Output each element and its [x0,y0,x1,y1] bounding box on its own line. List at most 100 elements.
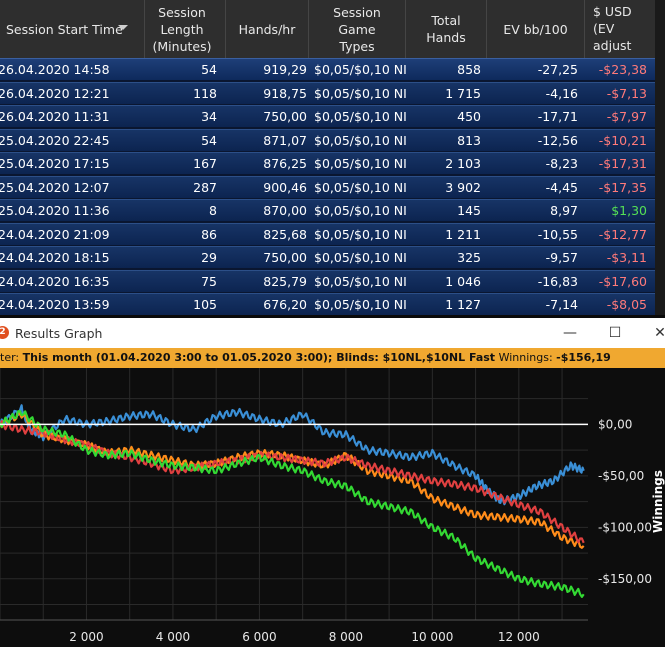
cell-ev-bb100: 8,97 [550,203,578,218]
cell-hands-hr: 900,46 [263,179,307,195]
cell-game-type: $0,05/$0,10 NI [314,297,407,312]
cell-game-type: $0,05/$0,10 NI [314,85,407,101]
y-axis-label: Winnings [651,470,665,533]
y-tick-label: -$50,00 [598,469,644,483]
cell-hands-hr: 870,00 [263,203,307,218]
cell-total-hands: 1 211 [445,226,481,242]
table-row[interactable]: 26.04.2020 14:58 54 919,29 $0,05/$0,10 NI 85… [0,58,665,80]
y-tick-label: -$150,00 [598,572,652,586]
sort-desc-icon[interactable] [118,25,128,30]
x-tick-label: 2 000 [69,630,103,644]
x-tick-label: 4 000 [156,630,190,644]
window-title: Results Graph [15,326,103,341]
cell-start-time: 26.04.2020 12:21 [0,85,110,101]
cell-hands-hr: 871,07 [263,132,307,148]
cell-session-length: 167 [193,156,217,171]
x-tick-label: 6 000 [242,630,276,644]
table-row[interactable]: 26.04.2020 11:31 34 750,00 $0,05/$0,10 NI 45… [0,105,665,127]
cell-start-time: 25.04.2020 11:36 [0,203,110,218]
cell-ev-bb100: -4,16 [545,85,578,101]
cell-hands-hr: 676,20 [263,297,307,312]
cell-start-time: 24.04.2020 21:09 [0,226,110,242]
cell-total-hands: 858 [457,62,481,77]
cell-usd-ev-adjusted: -$3,11 [606,250,647,265]
cell-ev-bb100: -27,25 [537,62,578,77]
cell-hands-hr: 750,00 [263,109,307,124]
cell-usd-ev-adjusted: -$7,97 [606,109,647,124]
y-tick-label: -$100,00 [598,520,652,534]
cell-game-type: $0,05/$0,10 NI [314,226,407,242]
cell-session-length: 54 [201,62,217,77]
cell-usd-ev-adjusted: -$17,35 [598,179,647,195]
x-tick-label: 8 000 [329,630,363,644]
table-row[interactable]: 26.04.2020 12:21 118 918,75 $0,05/$0,10 NI 1… [0,81,665,104]
cell-hands-hr: 918,75 [263,85,307,101]
table-row[interactable]: 24.04.2020 18:15 29 750,00 $0,05/$0,10 NI 32… [0,246,665,268]
cell-total-hands: 450 [457,109,481,124]
cell-ev-bb100: -7,14 [545,297,578,312]
cell-hands-hr: 825,79 [263,273,307,289]
cell-session-length: 86 [201,226,217,242]
cell-total-hands: 1 127 [445,297,481,312]
cell-session-length: 34 [201,109,217,124]
cell-hands-hr: 750,00 [263,250,307,265]
cell-ev-bb100: -8,23 [545,156,578,171]
cell-session-length: 105 [193,297,217,312]
vertical-scrollbar[interactable] [655,0,665,315]
cell-ev-bb100: -12,56 [537,132,578,148]
cell-total-hands: 145 [457,203,481,218]
cell-hands-hr: 876,25 [263,156,307,171]
results-graph-window: 2 Results Graph — ☐ ✕ ter: This month (0… [0,318,665,647]
cell-total-hands: 813 [457,132,481,148]
cell-start-time: 25.04.2020 17:15 [0,156,110,171]
cell-session-length: 287 [193,179,217,195]
table-row[interactable]: 24.04.2020 16:35 75 825,79 $0,05/$0,10 NI 1 … [0,269,665,292]
cell-start-time: 24.04.2020 18:15 [0,250,110,265]
cell-game-type: $0,05/$0,10 NI [314,132,407,148]
cell-ev-bb100: -9,57 [545,250,578,265]
cell-usd-ev-adjusted: -$7,13 [606,85,647,101]
winnings-label: Winnings: [498,351,553,364]
cell-usd-ev-adjusted: -$17,31 [598,156,647,171]
cell-start-time: 24.04.2020 16:35 [0,273,110,289]
col-header-game-types[interactable]: Session Game Types [309,0,406,58]
table-row[interactable]: 25.04.2020 11:36 8 870,00 $0,05/$0,10 NI 145… [0,199,665,221]
window-titlebar[interactable]: 2 Results Graph — ☐ ✕ [0,318,665,348]
col-header-session-length[interactable]: Session Length (Minutes) [139,0,226,58]
cell-game-type: $0,05/$0,10 NI [314,62,407,77]
cell-ev-bb100: -4,45 [545,179,578,195]
table-row[interactable]: 24.04.2020 13:59 105 676,20 $0,05/$0,10 NI 1… [0,293,665,315]
table-row[interactable]: 25.04.2020 22:45 54 871,07 $0,05/$0,10 NI 81… [0,128,665,151]
cell-ev-bb100: -16,83 [537,273,578,289]
table-row[interactable]: 25.04.2020 17:15 167 876,25 $0,05/$0,10 NI 2… [0,152,665,174]
cell-total-hands: 2 103 [445,156,481,171]
table-row[interactable]: 24.04.2020 21:09 86 825,68 $0,05/$0,10 NI 1 … [0,222,665,245]
cell-start-time: 26.04.2020 11:31 [0,109,110,124]
maximize-button[interactable]: ☐ [608,325,622,341]
cell-usd-ev-adjusted: -$23,38 [598,62,647,77]
cell-start-time: 26.04.2020 14:58 [0,62,110,77]
winnings-value: -$156,19 [556,351,611,364]
col-header-hands-hr[interactable]: Hands/hr [226,0,309,58]
cell-ev-bb100: -17,71 [537,109,578,124]
cell-game-type: $0,05/$0,10 NI [314,156,407,171]
cell-start-time: 24.04.2020 13:59 [0,297,110,312]
cell-session-length: 29 [201,250,217,265]
cell-session-length: 54 [201,132,217,148]
col-header-session-start-time[interactable]: Session Start Time [0,0,145,58]
table-row[interactable]: 25.04.2020 12:07 287 900,46 $0,05/$0,10 NI 3… [0,175,665,198]
col-header-ev-bb100[interactable]: EV bb/100 [487,0,585,58]
cell-total-hands: 1 715 [445,85,481,101]
cell-usd-ev-adjusted: -$10,21 [598,132,647,148]
cell-game-type: $0,05/$0,10 NI [314,109,407,124]
close-button[interactable]: ✕ [654,325,665,341]
col-header-total-hands[interactable]: Total Hands [406,0,487,58]
cell-total-hands: 1 046 [445,273,481,289]
cell-usd-ev-adjusted: -$17,60 [598,273,647,289]
cell-start-time: 25.04.2020 12:07 [0,179,110,195]
cell-usd-ev-adjusted: $1,30 [611,203,647,218]
minimize-button[interactable]: — [563,325,577,341]
col-header-usd-ev-adjusted[interactable]: $ USD (EV adjust [585,0,656,61]
results-chart: $0,00 -$50,00 -$100,00 -$150,00 2 000 4 000 6 … [0,368,665,644]
filter-summary-bar: ter: This month (01.04.2020 3:00 to 01.0… [0,348,665,368]
